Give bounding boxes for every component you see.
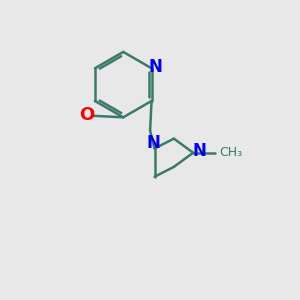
Text: N: N [148,58,162,76]
Text: CH₃: CH₃ [219,146,242,159]
Text: N: N [193,142,207,160]
Text: N: N [146,134,160,152]
Text: O: O [80,106,94,124]
